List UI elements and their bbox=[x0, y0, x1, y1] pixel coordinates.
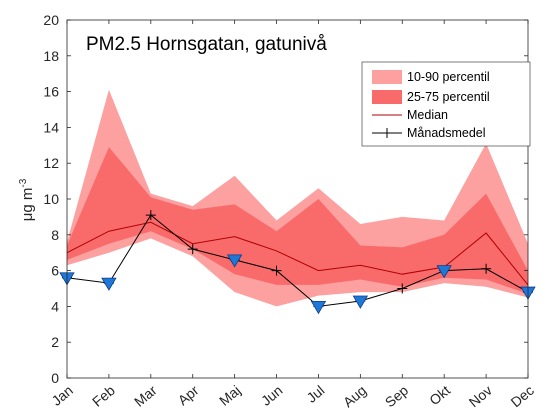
x-tick-label-jul: Jul bbox=[303, 382, 327, 406]
y-tick-label-16: 16 bbox=[43, 84, 59, 100]
x-tick-label-apr: Apr bbox=[175, 382, 202, 408]
legend-swatch-25-75 bbox=[372, 90, 402, 104]
x-tick-label-jun: Jun bbox=[258, 382, 286, 409]
legend-label-10-90: 10-90 percentil bbox=[407, 70, 490, 84]
legend-marker-monthly-mean bbox=[382, 128, 392, 138]
chart-title: PM2.5 Hornsgatan, gatunivå bbox=[86, 34, 327, 55]
triangle-marker-jul bbox=[310, 301, 327, 315]
triangle-marker-aug bbox=[352, 295, 369, 309]
legend-label-median: Median bbox=[407, 108, 448, 122]
legend-swatch-10-90 bbox=[372, 70, 402, 84]
x-tick-label-sep: Sep bbox=[382, 382, 412, 410]
mean-point-sep bbox=[397, 283, 408, 294]
band-layer bbox=[67, 89, 528, 307]
legend: 10-90 percentil 25-75 percentil Median M… bbox=[361, 61, 531, 147]
y-tick-label-14: 14 bbox=[43, 119, 59, 135]
triangle-marker-okt bbox=[436, 265, 452, 279]
marker-layer bbox=[59, 210, 536, 315]
y-axis-label-sup: -3 bbox=[18, 178, 29, 187]
x-tick-label-mar: Mar bbox=[131, 382, 160, 410]
series-line-2 bbox=[66, 221, 529, 286]
x-tick-label-maj: Maj bbox=[216, 382, 244, 409]
y-tick-label-2: 2 bbox=[51, 334, 59, 350]
x-tick-label-jan: Jan bbox=[48, 382, 76, 409]
y-tick-label-6: 6 bbox=[51, 263, 59, 279]
y-tick-label-18: 18 bbox=[43, 48, 59, 64]
series-line-3 bbox=[66, 214, 529, 307]
triangle-marker-maj bbox=[226, 254, 243, 268]
y-tick-label-4: 4 bbox=[51, 298, 59, 314]
y-tick-label-20: 20 bbox=[43, 12, 59, 28]
triangle-marker-feb bbox=[101, 277, 117, 291]
mean-point-jun bbox=[271, 265, 282, 276]
y-tick-label-8: 8 bbox=[51, 227, 59, 243]
y-tick-label-12: 12 bbox=[43, 155, 59, 171]
mean-point-nov bbox=[481, 263, 492, 274]
mean-point-apr bbox=[187, 244, 198, 255]
y-tick-label-0: 0 bbox=[51, 370, 59, 386]
legend-label-25-75: 25-75 percentil bbox=[407, 90, 490, 104]
x-tick-label-okt: Okt bbox=[426, 382, 453, 408]
y-axis: 0 2 4 6 8 10 12 14 16 18 20 bbox=[43, 12, 528, 386]
y-tick-label-10: 10 bbox=[43, 191, 59, 207]
band-1 bbox=[67, 147, 528, 294]
x-tick-label-dec: Dec bbox=[508, 382, 537, 410]
line-layer bbox=[66, 214, 529, 307]
x-tick-label-nov: Nov bbox=[466, 382, 495, 410]
x-tick-label-feb: Feb bbox=[89, 382, 118, 410]
y-axis-label: μg m-3 bbox=[18, 178, 36, 221]
y-axis-label-main: μg m bbox=[19, 188, 36, 222]
mean-point-mar bbox=[145, 210, 156, 221]
legend-label-monthly-mean: Månadsmedel bbox=[407, 126, 486, 140]
x-tick-label-aug: Aug bbox=[340, 382, 369, 410]
